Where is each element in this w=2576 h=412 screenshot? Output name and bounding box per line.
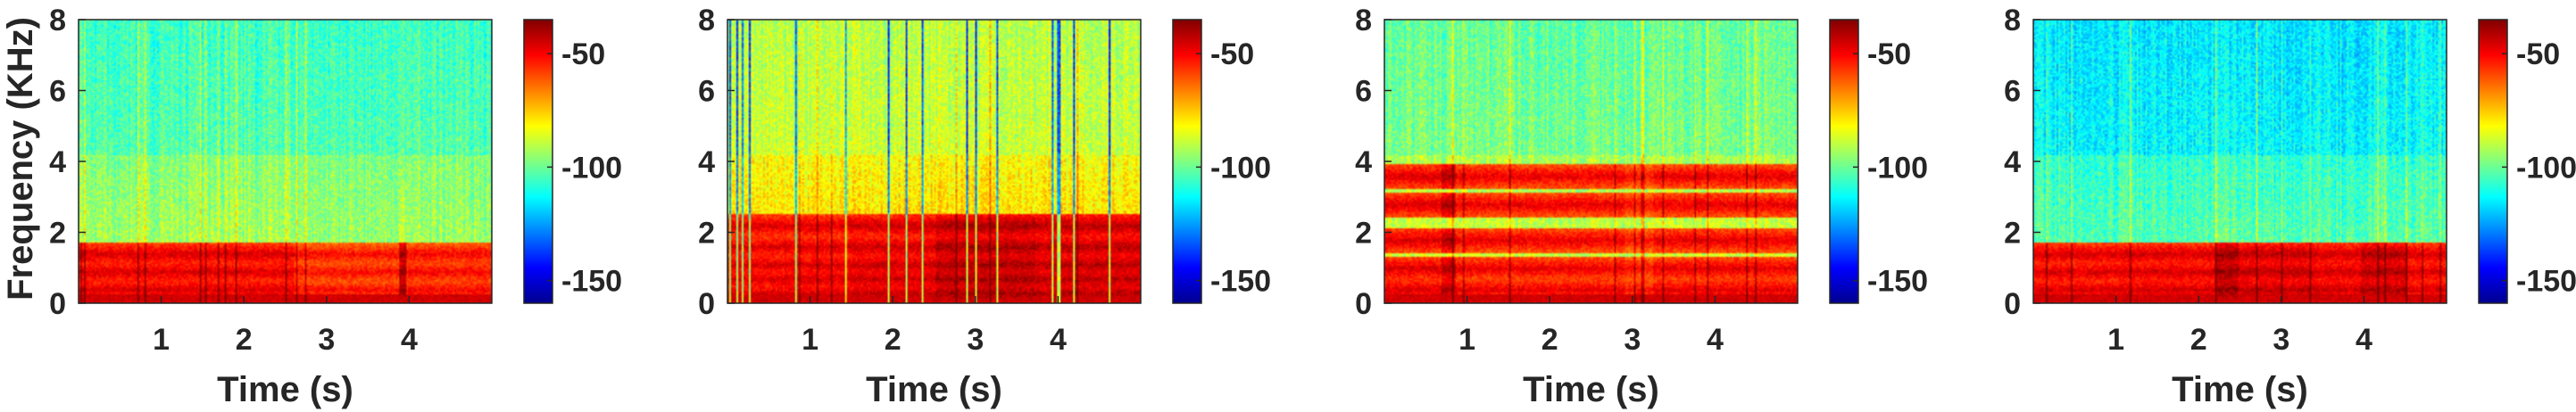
x-tick-label: 4 [2356, 323, 2372, 357]
spectrogram-panel-2: 1 2 3 4 0 2 4 6 8 Time (s) -50 -100 -150 [698, 4, 1271, 409]
y-tick-label: 0 [698, 287, 715, 321]
colorbar-tick-label: -100 [1867, 151, 1928, 185]
y-tick-label: 2 [698, 217, 715, 251]
x-tick-label: 2 [885, 323, 902, 357]
y-tick-label: 0 [49, 287, 66, 321]
colorbar-tick-label: -50 [2516, 37, 2560, 71]
y-tick-label: 6 [1355, 75, 1372, 109]
x-tick-label: 4 [401, 323, 418, 357]
y-tick-label: 4 [1355, 145, 1372, 179]
x-axis-label: Time (s) [2172, 370, 2308, 409]
x-tick-label: 3 [1624, 323, 1641, 357]
colorbar-tick-label: -150 [1210, 265, 1271, 299]
x-axis-label: Time (s) [217, 370, 353, 409]
colorbar-tick-label: -50 [561, 37, 605, 71]
y-tick-label: 6 [2004, 75, 2021, 109]
x-tick-label: 3 [2273, 323, 2289, 357]
spectrogram-panels: 1 2 3 4 0 2 4 6 8 Time (s) -50 -100 -150 1 2 3 4 0 2 4 6 8 Tim… [49, 4, 2576, 409]
y-tick-label: 8 [49, 4, 66, 37]
y-tick-label: 4 [698, 145, 715, 179]
colorbar-tick-label: -100 [561, 151, 622, 185]
spectrogram-image [727, 20, 1141, 303]
y-tick-label: 6 [698, 75, 715, 109]
colorbar [2478, 19, 2508, 304]
colorbar-tick-label: -150 [2516, 265, 2576, 299]
x-tick-label: 2 [2190, 323, 2207, 357]
spectrogram-image [79, 20, 492, 303]
x-tick-label: 2 [1541, 323, 1558, 357]
spectrogram-image [1384, 20, 1798, 303]
y-tick-label: 0 [1355, 287, 1372, 321]
colorbar [523, 19, 553, 304]
y-tick-label: 4 [2004, 145, 2021, 179]
colorbar-tick-label: -100 [1210, 151, 1271, 185]
y-tick-label: 2 [2004, 217, 2021, 251]
y-tick-label: 2 [49, 217, 66, 251]
x-tick-label: 4 [1050, 323, 1067, 357]
spectrogram-panel-1: 1 2 3 4 0 2 4 6 8 Time (s) -50 -100 -150 [49, 4, 622, 409]
x-tick-label: 2 [236, 323, 253, 357]
y-tick-label: 8 [698, 4, 715, 37]
y-tick-label: 0 [2004, 287, 2021, 321]
x-tick-label: 1 [1458, 323, 1475, 357]
y-tick-label: 2 [1355, 217, 1372, 251]
x-tick-label: 1 [2107, 323, 2124, 357]
x-tick-label: 3 [318, 323, 335, 357]
colorbar [1172, 19, 1202, 304]
colorbar-tick-label: -150 [561, 265, 622, 299]
spectrogram-panel-4: 1 2 3 4 0 2 4 6 8 Time (s) -50 -100 -150 [2004, 4, 2576, 409]
y-tick-label: 8 [2004, 4, 2021, 37]
spectrogram-panel-3: 1 2 3 4 0 2 4 6 8 Time (s) -50 -100 -150 [1355, 4, 1928, 409]
colorbar-tick-label: -50 [1867, 37, 1911, 71]
y-tick-label: 6 [49, 75, 66, 109]
spectrogram-image [2033, 20, 2447, 303]
x-tick-label: 3 [967, 323, 984, 357]
y-tick-label: 4 [49, 145, 66, 179]
x-axis-label: Time (s) [866, 370, 1002, 409]
x-tick-label: 1 [153, 323, 170, 357]
x-axis-label: Time (s) [1523, 370, 1659, 409]
x-tick-label: 1 [802, 323, 819, 357]
y-tick-label: 8 [1355, 4, 1372, 37]
colorbar-tick-label: -50 [1210, 37, 1254, 71]
colorbar [1829, 19, 1859, 304]
colorbar-tick-label: -150 [1867, 265, 1928, 299]
x-tick-label: 4 [1707, 323, 1724, 357]
y-axis-label: Frequency (KHz) [1, 17, 40, 301]
colorbar-tick-label: -100 [2516, 151, 2576, 185]
